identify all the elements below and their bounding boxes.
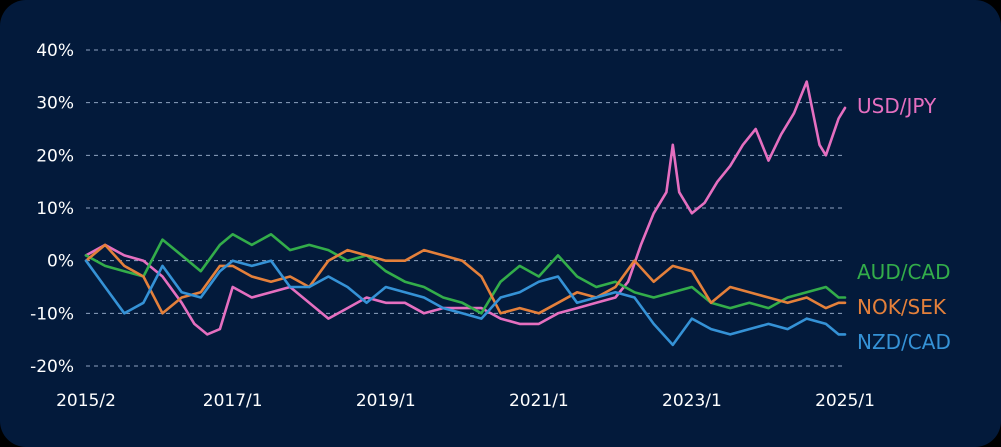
series-label-aud-cad: AUD/CAD — [857, 260, 951, 284]
x-tick-label: 2015/2 — [56, 391, 116, 411]
series-label-usd-jpy: USD/JPY — [857, 94, 937, 118]
y-tick-label: 40% — [36, 41, 74, 61]
x-tick-label: 2023/1 — [662, 391, 722, 411]
series-lines — [84, 80, 847, 347]
y-tick-label: 30% — [36, 94, 74, 114]
series-label-nok-sek: NOK/SEK — [857, 295, 947, 319]
x-tick-label: 2021/1 — [509, 391, 569, 411]
y-tick-label: -20% — [30, 357, 74, 377]
y-tick-label: 20% — [36, 146, 74, 166]
y-tick-label: 10% — [36, 199, 74, 219]
series-labels: USD/JPY AUD/CAD NOK/SEK NZD/CAD — [857, 94, 951, 354]
y-tick-label: -10% — [30, 304, 74, 324]
series-line-nok-sek — [84, 243, 847, 315]
series-label-nzd-cad: NZD/CAD — [857, 330, 951, 354]
x-tick-label: 2019/1 — [356, 391, 416, 411]
gridlines — [86, 49, 845, 367]
x-axis-tick-labels: 2015/2 2017/1 2019/1 2021/1 2023/1 2025/1 — [56, 391, 875, 411]
series-line-nzd-cad — [84, 259, 847, 347]
series-line-usd-jpy — [84, 80, 847, 336]
x-tick-label: 2025/1 — [815, 391, 875, 411]
y-axis-tick-labels: 40% 30% 20% 10% 0% -10% -20% — [30, 41, 74, 377]
y-tick-label: 0% — [47, 252, 74, 272]
series-line-aud-cad — [84, 233, 847, 315]
x-tick-label: 2017/1 — [203, 391, 263, 411]
